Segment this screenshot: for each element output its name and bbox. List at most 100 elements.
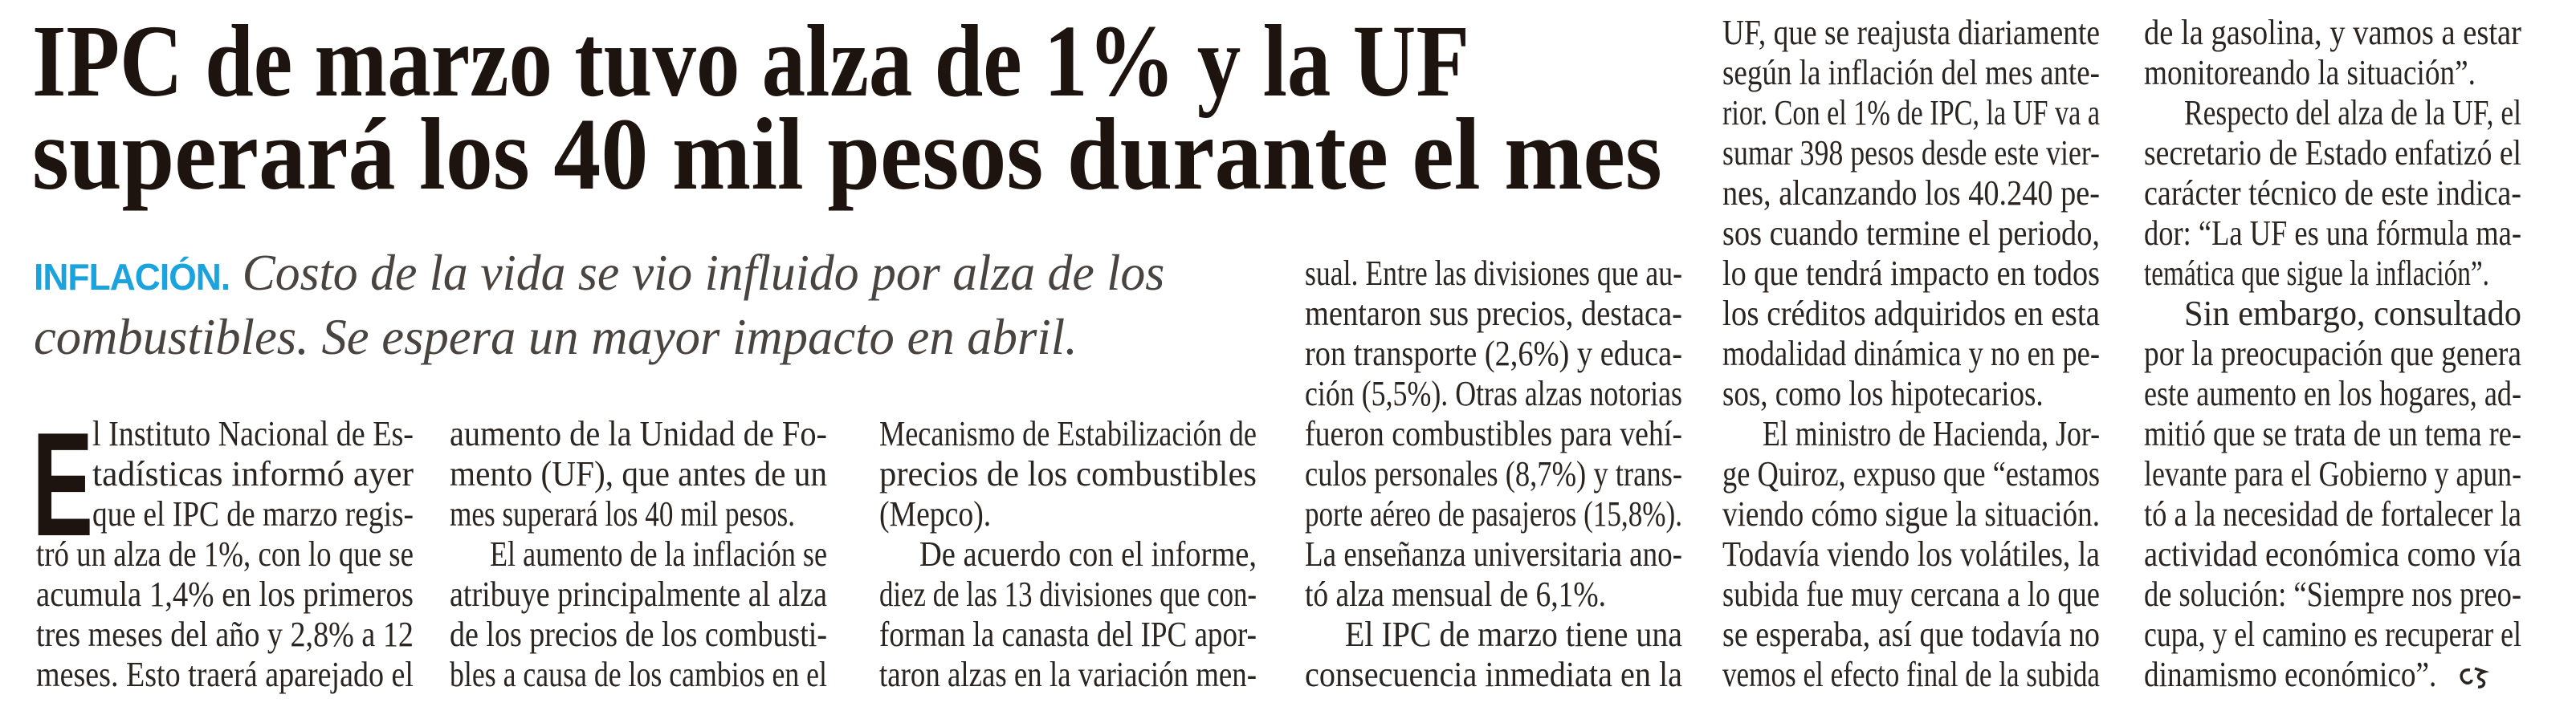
text-line-content: diez de las 13 divisiones que con- <box>879 575 1257 614</box>
text-line-content: actividad económica como vía <box>2144 534 2521 574</box>
text-line-content: taron alzas en la variación men- <box>879 655 1257 694</box>
text-line: meses. Esto traerá aparejado el <box>36 655 414 695</box>
text-line-content: viendo cómo sigue la situación. <box>1722 494 2100 534</box>
text-line-content: ron transporte (2,6%) y educa- <box>1305 334 1682 373</box>
text-line-content: se esperaba, así que todavía no <box>1722 615 2100 654</box>
text-line: de solución: “Siempre nos preo- <box>2144 575 2521 615</box>
article-column-5: UF, que se reajusta diariamente según la … <box>1722 13 2100 695</box>
text-line: tó alza mensual de 6,1%. <box>1305 575 1682 615</box>
text-line-content: aumento de la Unidad de Fo- <box>450 414 827 453</box>
text-line-content: l Instituto Nacional de Es- <box>92 414 414 453</box>
text-line-content: mentaron sus precios, destaca- <box>1305 294 1682 333</box>
text-line: consecuencia inmediata en la <box>1305 655 1682 695</box>
text-line-content: tó a la necesidad de fortalecer la <box>2144 494 2521 534</box>
article-column-1: l Instituto Nacional de Es-tadísticas in… <box>36 414 414 695</box>
text-line-content: nes, alcanzando los 40.240 pe- <box>1722 173 2100 213</box>
text-line-content: tadísticas informó ayer <box>92 454 414 494</box>
text-line-content: cupa, y el camino es recuperar el <box>2144 615 2521 654</box>
text-line: mes superará los 40 mil pesos. <box>450 494 827 534</box>
text-line: tó a la necesidad de fortalecer la <box>2144 494 2521 534</box>
text-line: sual. Entre las divisiones que au- <box>1305 254 1682 294</box>
text-line-content: Sin embargo, consultado <box>2184 294 2521 333</box>
text-line: los créditos adquiridos en esta <box>1722 294 2100 334</box>
article-column-6: de la gasolina, y vamos a estar monitorea… <box>2144 13 2521 695</box>
text-line: ción (5,5%). Otras alzas notorias <box>1305 374 1682 414</box>
text-line-content: según la inflación del mes ante- <box>1722 53 2100 92</box>
article-column-3: Mecanismo de Estabilización de precios de… <box>879 414 1257 695</box>
text-line: La enseñanza universitaria ano- <box>1305 534 1682 575</box>
text-line: tres meses del año y 2,8% a 12 <box>36 615 414 655</box>
text-line-content: de solución: “Siempre nos preo- <box>2144 575 2521 614</box>
text-line-content: modalidad dinámica y no en pe- <box>1722 334 2100 373</box>
text-line-content: UF, que se reajusta diariamente <box>1722 13 2100 52</box>
text-line-content: sos cuando termine el periodo, <box>1722 213 2100 253</box>
text-line-content: mes superará los 40 mil pesos. <box>450 494 795 534</box>
text-line-content: sual. Entre las divisiones que au- <box>1305 254 1682 293</box>
headline-text: superará los 40 mil pesos durante el mes <box>32 97 1662 211</box>
text-line-content: porte aéreo de pasajeros (15,8%). <box>1305 494 1682 534</box>
text-line: nes, alcanzando los 40.240 pe- <box>1722 173 2100 213</box>
subhead-text: combustibles. Se espera un mayor impacto… <box>34 308 1078 365</box>
text-line-content: que el IPC de marzo regis- <box>92 494 414 534</box>
text-line-content: dor: “La UF es una fórmula ma- <box>2144 213 2521 253</box>
text-line: rior. Con el 1% de IPC, la UF va a <box>1722 93 2100 133</box>
text-line: secretario de Estado enfatizó el <box>2144 133 2521 173</box>
text-line-content: forman la canasta del IPC apor- <box>879 615 1257 654</box>
text-line: carácter técnico de este indica- <box>2144 173 2521 213</box>
text-line-content: fueron combustibles para vehí- <box>1305 414 1682 453</box>
headline-line-1: IPC de marzo tuvo alza de 1% y la UF <box>32 10 1469 112</box>
subhead-line-2: combustibles. Se espera un mayor impacto… <box>34 305 1078 369</box>
text-line: monitoreando la situación”. <box>2144 53 2521 93</box>
text-line-content: tó alza mensual de 6,1%. <box>1305 575 1606 614</box>
text-line: El ministro de Hacienda, Jor- <box>1722 414 2100 454</box>
text-line-content: levante para el Gobierno y apun- <box>2144 454 2521 494</box>
text-line: modalidad dinámica y no en pe- <box>1722 334 2100 374</box>
text-line: mento (UF), que antes de un <box>450 454 827 494</box>
text-line: precios de los combustibles <box>879 454 1257 494</box>
text-line: viendo cómo sigue la situación. <box>1722 494 2100 534</box>
text-line: este aumento en los hogares, ad- <box>2144 374 2521 414</box>
text-line-content: Respecto del alza de la UF, el <box>2184 93 2521 132</box>
text-line: subida fue muy cercana a lo que <box>1722 575 2100 615</box>
text-line: Sin embargo, consultado <box>2144 294 2521 334</box>
text-line: taron alzas en la variación men- <box>879 655 1257 695</box>
text-line: mentaron sus precios, destaca- <box>1305 294 1682 334</box>
text-line-content: secretario de Estado enfatizó el <box>2144 133 2521 173</box>
text-line-content: subida fue muy cercana a lo que <box>1722 575 2100 614</box>
text-line: l Instituto Nacional de Es- <box>36 414 414 454</box>
text-line-content: sumar 398 pesos desde este vier- <box>1722 133 2100 173</box>
headline-line-2: superará los 40 mil pesos durante el mes <box>32 97 1662 211</box>
text-line: tadísticas informó ayer <box>36 454 414 494</box>
text-line-content: (Mepco). <box>879 494 992 534</box>
text-line-content: acumula 1,4% en los primeros <box>36 575 414 614</box>
text-line-content: El IPC de marzo tiene una <box>1345 615 1682 654</box>
text-line: por la preocupación que genera <box>2144 334 2521 374</box>
text-line-content: rior. Con el 1% de IPC, la UF va a <box>1722 93 2100 132</box>
text-line: ge Quiroz, expuso que “estamos <box>1722 454 2100 494</box>
text-line: aumento de la Unidad de Fo- <box>450 414 827 454</box>
text-line-content: bles a causa de los cambios en el <box>450 655 827 694</box>
section-kicker: INFLACIÓN. <box>34 256 230 298</box>
text-line: porte aéreo de pasajeros (15,8%). <box>1305 494 1682 534</box>
text-line-content: temática que sigue la inflación”. <box>2144 254 2489 293</box>
text-line: sumar 398 pesos desde este vier- <box>1722 133 2100 173</box>
text-line: acumula 1,4% en los primeros <box>36 575 414 615</box>
text-line-content: tres meses del año y 2,8% a 12 <box>36 615 414 654</box>
text-line-content: ción (5,5%). Otras alzas notorias <box>1305 374 1682 413</box>
text-line-content: culos personales (8,7%) y trans- <box>1305 454 1682 494</box>
text-line-content: El aumento de la inflación se <box>490 534 827 574</box>
text-line: lo que tendrá impacto en todos <box>1722 254 2100 294</box>
text-line: temática que sigue la inflación”. <box>2144 254 2521 294</box>
text-line: según la inflación del mes ante- <box>1722 53 2100 93</box>
text-line-content: vemos el efecto final de la subida <box>1722 655 2100 694</box>
text-line-content: lo que tendrá impacto en todos <box>1722 254 2100 293</box>
text-line: El aumento de la inflación se <box>450 534 827 575</box>
text-line-content: mento (UF), que antes de un <box>450 454 827 494</box>
text-line-content: carácter técnico de este indica- <box>2144 173 2521 213</box>
text-line: ron transporte (2,6%) y educa- <box>1305 334 1682 374</box>
text-line-content: El ministro de Hacienda, Jor- <box>1763 414 2100 453</box>
text-line-content: sos, como los hipotecarios. <box>1722 374 2044 413</box>
text-line-content: La enseñanza universitaria ano- <box>1305 534 1682 574</box>
subhead-line-1: INFLACIÓN. Costo de la vida se vio influ… <box>34 241 1164 309</box>
text-line-content: por la preocupación que genera <box>2144 334 2521 373</box>
